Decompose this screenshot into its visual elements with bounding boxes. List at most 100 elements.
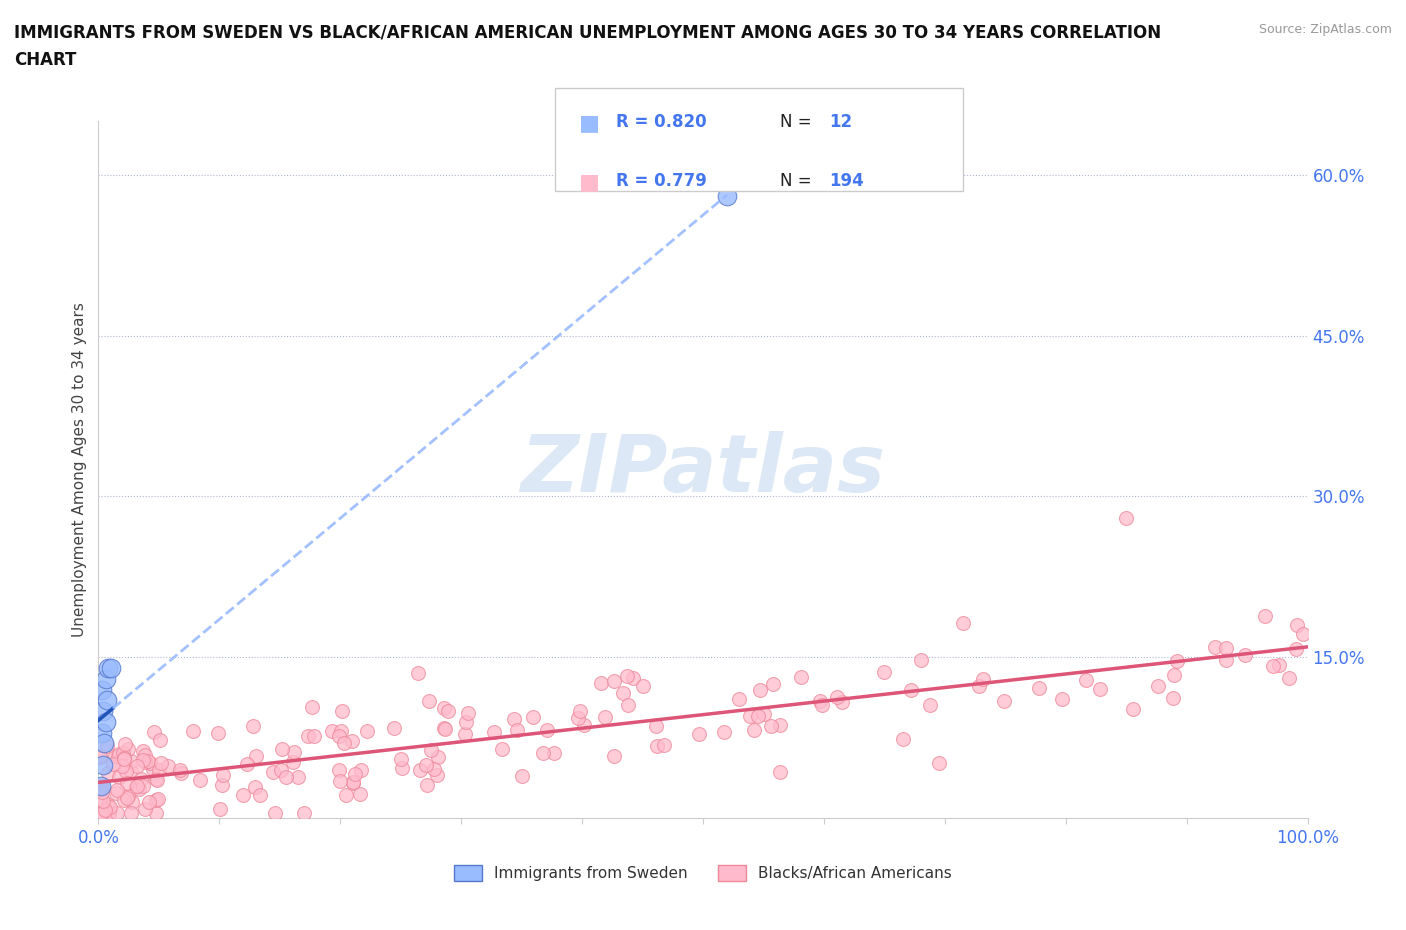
Point <box>432 700 454 715</box>
Point <box>115 790 138 805</box>
Point <box>612 685 634 700</box>
Y-axis label: Unemployment Among Ages 30 to 34 years: Unemployment Among Ages 30 to 34 years <box>72 302 87 637</box>
Point <box>302 728 325 743</box>
Point <box>136 754 159 769</box>
Point <box>111 758 134 773</box>
Point <box>426 767 449 782</box>
Text: Source: ZipAtlas.com: Source: ZipAtlas.com <box>1258 23 1392 36</box>
Point <box>132 744 155 759</box>
Point <box>972 671 994 686</box>
Point <box>928 756 950 771</box>
Point <box>621 671 644 685</box>
Point <box>1028 681 1050 696</box>
Point <box>382 721 405 736</box>
Point <box>1233 647 1256 662</box>
Text: ZIPatlas: ZIPatlas <box>520 431 886 509</box>
Point <box>149 732 172 747</box>
Point <box>112 792 135 807</box>
Text: 194: 194 <box>830 172 865 190</box>
Point <box>831 695 853 710</box>
Point <box>134 748 156 763</box>
Point <box>97 765 120 780</box>
Point <box>129 772 152 787</box>
Point <box>127 778 149 793</box>
Point <box>170 765 193 780</box>
Point <box>811 698 834 712</box>
Point <box>232 787 254 802</box>
Point <box>112 751 135 766</box>
Point <box>617 698 640 712</box>
Point <box>145 773 167 788</box>
Point <box>132 778 155 793</box>
Point <box>1292 627 1315 642</box>
Point <box>603 749 626 764</box>
Point <box>342 776 364 790</box>
Point <box>112 745 135 760</box>
Point <box>90 778 112 793</box>
Point <box>328 763 350 777</box>
Point <box>342 775 364 790</box>
Text: IMMIGRANTS FROM SWEDEN VS BLACK/AFRICAN AMERICAN UNEMPLOYMENT AMONG AGES 30 TO 3: IMMIGRANTS FROM SWEDEN VS BLACK/AFRICAN … <box>14 23 1161 41</box>
Point <box>91 704 114 719</box>
Point <box>117 789 139 804</box>
Point <box>115 764 138 778</box>
Point <box>97 798 120 813</box>
Point <box>262 764 284 779</box>
Point <box>143 724 166 739</box>
Point <box>1254 609 1277 624</box>
Point <box>1278 671 1301 685</box>
Point <box>1122 702 1144 717</box>
Point <box>93 803 115 817</box>
Point <box>332 736 354 751</box>
Point <box>761 676 783 691</box>
Point <box>134 802 156 817</box>
Point <box>1215 653 1237 668</box>
Point <box>1050 692 1073 707</box>
Point <box>506 722 529 737</box>
Point <box>420 742 443 757</box>
Point <box>108 747 131 762</box>
Point <box>90 793 112 808</box>
Point <box>769 718 792 733</box>
Point <box>631 679 654 694</box>
Point <box>408 763 430 777</box>
Point <box>101 757 124 772</box>
Point <box>115 776 138 790</box>
Point <box>1268 658 1291 672</box>
Text: N =: N = <box>780 113 817 131</box>
Point <box>335 787 357 802</box>
Point <box>91 725 114 740</box>
Point <box>754 706 776 721</box>
Point <box>434 722 457 737</box>
Point <box>107 782 129 797</box>
Point <box>124 779 146 794</box>
Point <box>94 714 117 729</box>
Text: CHART: CHART <box>14 51 76 69</box>
Point <box>145 772 167 787</box>
Point <box>330 724 353 738</box>
Text: ■: ■ <box>579 113 600 134</box>
Point <box>1204 639 1226 654</box>
Point <box>105 805 128 820</box>
Point <box>264 805 287 820</box>
Point <box>742 723 765 737</box>
Point <box>211 777 233 792</box>
Point <box>169 763 191 777</box>
Point <box>145 793 167 808</box>
Point <box>1285 642 1308 657</box>
Point <box>343 767 366 782</box>
Point <box>100 660 122 675</box>
Point <box>96 738 118 753</box>
Point <box>536 723 558 737</box>
Point <box>873 664 896 679</box>
Point <box>510 768 533 783</box>
Point <box>713 724 735 739</box>
Point <box>1286 618 1309 632</box>
Point <box>97 805 120 820</box>
Point <box>145 805 167 820</box>
Point <box>416 778 439 793</box>
Point <box>181 724 204 738</box>
Point <box>104 749 127 764</box>
Point <box>207 725 229 740</box>
Point <box>1090 681 1112 696</box>
